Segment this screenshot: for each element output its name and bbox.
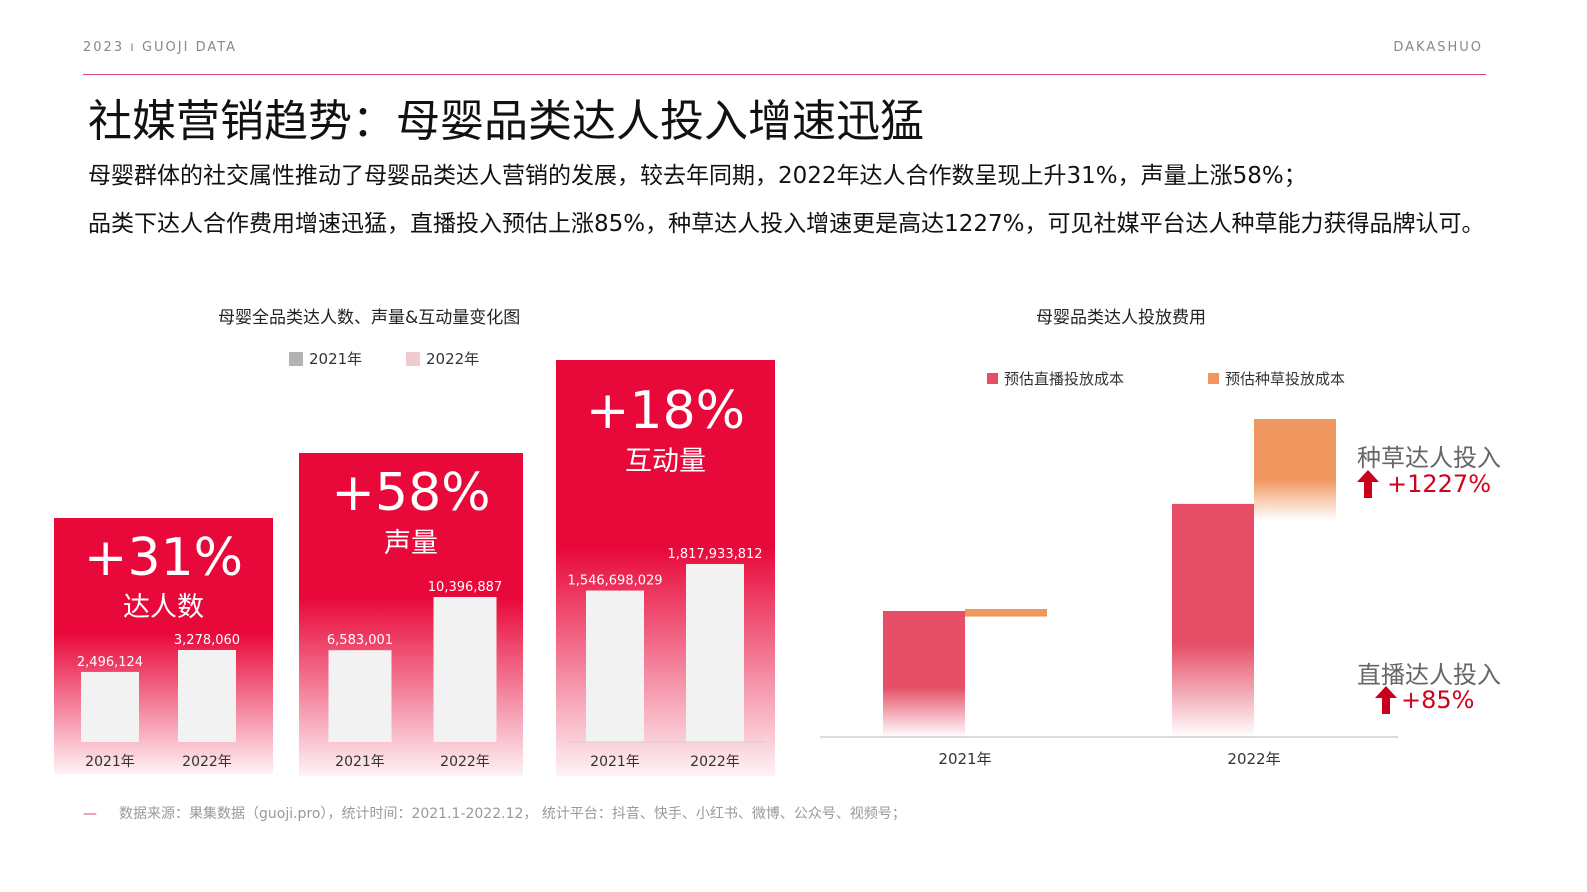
bar-live-cost <box>883 611 965 737</box>
x-tick-label: 2021年 <box>590 754 640 770</box>
source-note: — 数据来源：果集数据（guoji.pro），统计时间：2021.1-2022.1… <box>83 803 906 823</box>
bar-live-cost <box>1172 503 1254 737</box>
left-chart-panels: +31% 达人数 2,496,124 2021年 3,278,060 2022年 +58% 声… <box>54 360 775 776</box>
legend-label-2021: 2021年 <box>309 350 363 368</box>
seed-annotation-value: +1227% <box>1387 470 1491 498</box>
x-tick-label: 2022年 <box>690 754 740 770</box>
panel-metric-label: 声量 <box>384 528 438 559</box>
legend-label-seed: 预估种草投放成本 <box>1225 370 1346 388</box>
bar-value-label: 2,496,124 <box>77 655 143 670</box>
seed-annotation-label: 种草达人投入 <box>1357 444 1501 472</box>
legend-swatch-live <box>987 373 998 384</box>
source-text: 数据来源：果集数据（guoji.pro），统计时间：2021.1-2022.12… <box>119 806 906 822</box>
subtitle-line-1: 母婴群体的社交属性推动了母婴品类达人营销的发展，较去年同期，2022年达人合作数… <box>88 163 1307 189</box>
live-annotation-value-row: +85% <box>1375 686 1474 714</box>
bar-seed-cost <box>1254 419 1336 520</box>
bar-value-label: 6,583,001 <box>327 633 393 648</box>
bar <box>433 597 497 742</box>
right-chart-title: 母婴品类达人投放费用 <box>1036 308 1206 328</box>
bar <box>328 650 392 742</box>
x-tick-label: 2022年 <box>1227 750 1280 768</box>
page-title: 社媒营销趋势：母婴品类达人投入增速迅猛 <box>88 96 924 147</box>
panel-change-label: +31% <box>84 528 243 588</box>
header-left-text: 2023 ı GUOJI DATA <box>83 40 238 55</box>
legend-swatch-seed <box>1208 373 1219 384</box>
x-tick-label: 2021年 <box>335 754 385 770</box>
seed-annotation-value-row: +1227% <box>1357 470 1491 498</box>
bar-value-label: 1,546,698,029 <box>567 574 662 589</box>
left-legend-2021: 2021年 <box>289 348 362 369</box>
bar <box>81 671 139 742</box>
panel-change-label: +58% <box>331 463 490 523</box>
bar-value-label: 3,278,060 <box>174 633 240 648</box>
live-annotation-label: 直播达人投入 <box>1357 661 1501 689</box>
panel-metric-label: 互动量 <box>625 446 706 477</box>
right-legend-seed: 预估种草投放成本 <box>1208 368 1345 389</box>
panel-change-label: +18% <box>586 381 745 441</box>
right-legend-live: 预估直播投放成本 <box>987 368 1124 389</box>
left-chart-title: 母婴全品类达人数、声量&互动量变化图 <box>218 308 521 328</box>
legend-label-2022: 2022年 <box>426 350 480 368</box>
subtitle-line-2: 品类下达人合作费用增速迅猛，直播投入预估上涨85%，种草达人投入增速更是高达12… <box>88 211 1485 237</box>
bar <box>686 564 744 742</box>
header-brand-text: DAKASHUO <box>1393 40 1483 55</box>
x-tick-label: 2022年 <box>182 754 232 770</box>
left-legend-2022: 2022年 <box>406 348 479 369</box>
header-divider <box>83 74 1486 75</box>
x-tick-label: 2021年 <box>938 750 991 768</box>
bar-value-label: 1,817,933,812 <box>667 547 762 562</box>
up-arrow-icon <box>1375 686 1397 714</box>
x-tick-label: 2021年 <box>85 754 135 770</box>
legend-label-live: 预估直播投放成本 <box>1004 370 1125 388</box>
bar-seed-cost <box>965 609 1047 617</box>
legend-swatch-2022 <box>406 351 420 366</box>
up-arrow-icon <box>1357 470 1379 498</box>
source-dash: — <box>83 806 97 822</box>
bar <box>586 590 644 742</box>
bar <box>178 650 236 742</box>
bar-value-label: 10,396,887 <box>428 580 502 595</box>
legend-swatch-2021 <box>289 351 303 366</box>
panel-metric-label: 达人数 <box>123 592 204 623</box>
x-tick-label: 2022年 <box>440 754 490 770</box>
live-annotation-value: +85% <box>1401 686 1475 714</box>
right-chart-plot: 2021年 2022年 <box>820 419 1398 768</box>
